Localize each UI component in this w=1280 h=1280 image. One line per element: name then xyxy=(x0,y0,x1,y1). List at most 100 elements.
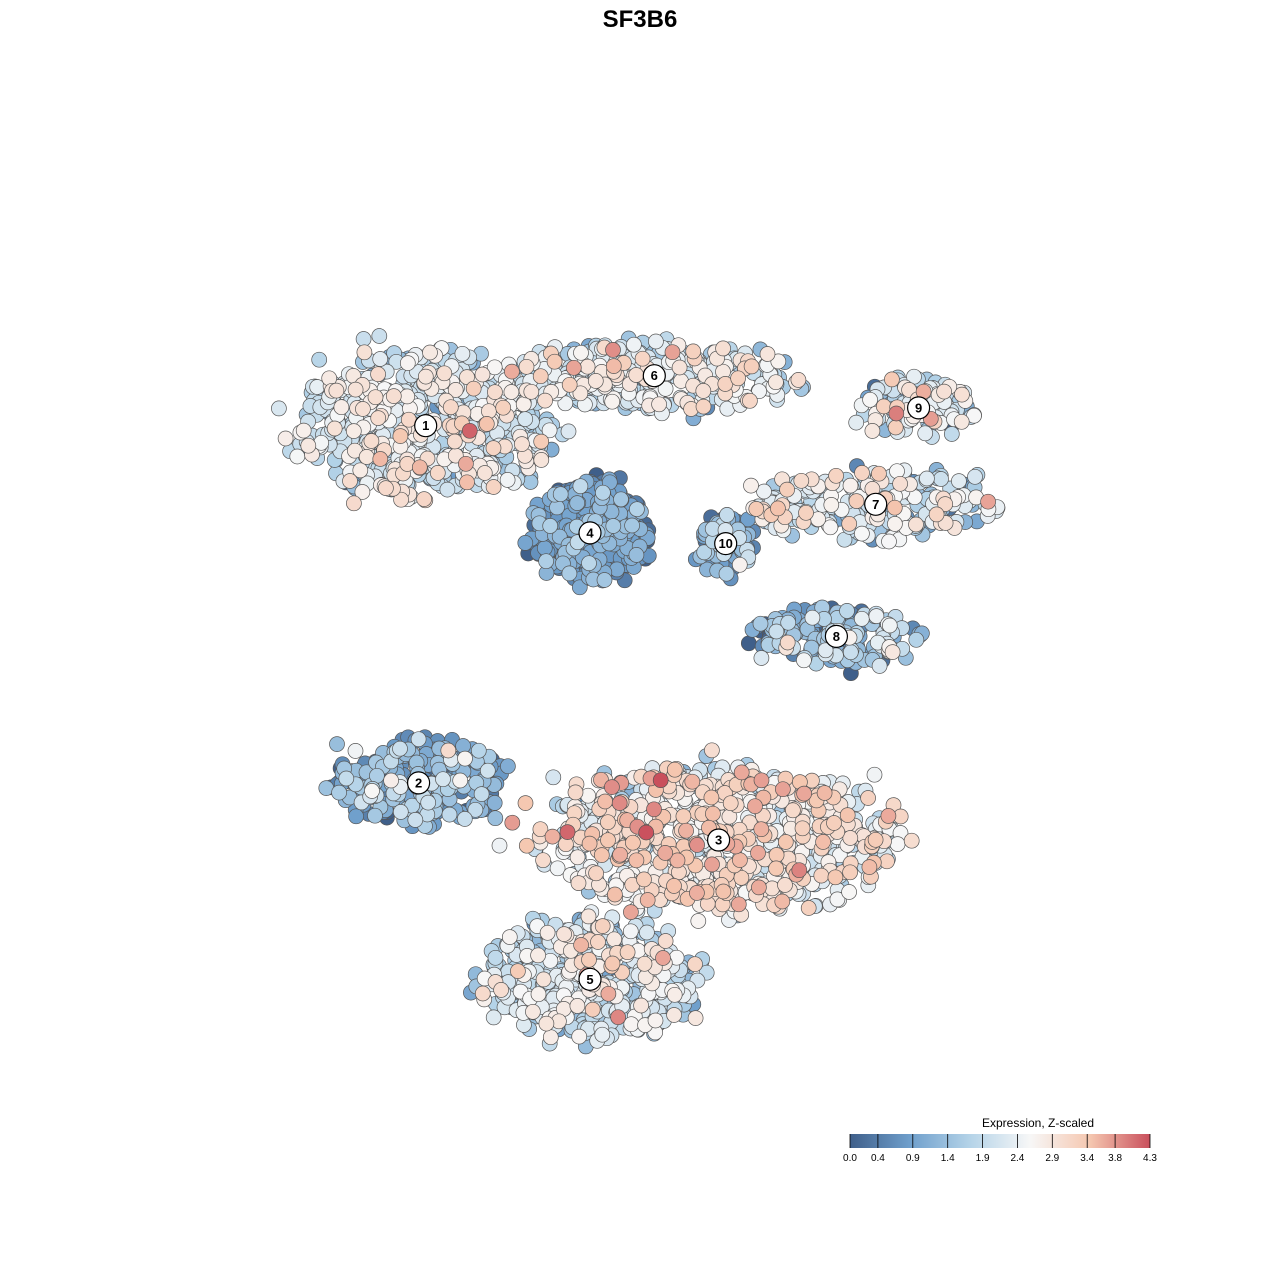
scatter-point xyxy=(804,609,821,626)
scatter-point xyxy=(452,772,469,789)
scatter-point xyxy=(392,740,408,757)
scatter-point xyxy=(908,516,924,533)
scatter-point xyxy=(764,880,780,897)
scatter-point xyxy=(715,883,732,900)
scatter-point xyxy=(369,767,385,784)
scatter-point xyxy=(853,610,870,627)
scatter-point xyxy=(612,846,628,863)
scatter-point xyxy=(523,383,540,400)
cluster-label-circle xyxy=(714,531,738,556)
legend-color-bar xyxy=(850,1134,1150,1148)
scatter-point xyxy=(345,423,362,439)
scatter-point xyxy=(546,353,563,370)
scatter-point xyxy=(571,579,588,596)
scatter-point xyxy=(827,869,844,886)
scatter-point xyxy=(510,963,526,979)
scatter-point xyxy=(514,436,530,452)
scatter-point xyxy=(535,852,551,869)
scatter-point xyxy=(485,440,502,456)
scatter-point xyxy=(666,986,683,1003)
scatter-point xyxy=(770,353,787,370)
scatter-point xyxy=(467,801,484,818)
scatter-point xyxy=(447,382,464,398)
scatter-point xyxy=(951,473,967,489)
scatter-point xyxy=(370,410,387,426)
scatter-point xyxy=(605,342,621,358)
scatter-point xyxy=(862,391,878,408)
scatter-point xyxy=(816,785,833,801)
scatter-point xyxy=(696,544,713,561)
scatter-point xyxy=(867,831,884,848)
scatter-point xyxy=(560,423,577,440)
scatter-point xyxy=(887,516,903,532)
legend-tick-label: 4.3 xyxy=(1143,1153,1157,1164)
scatter-point xyxy=(456,811,473,827)
cluster-label-text: 9 xyxy=(915,400,922,415)
scatter-point xyxy=(861,859,878,875)
scatter-point xyxy=(446,433,463,450)
scatter-point xyxy=(813,867,830,884)
scatter-point xyxy=(774,893,791,910)
scatter-point xyxy=(954,386,970,403)
scatter-point xyxy=(848,414,865,431)
scatter-point xyxy=(435,771,451,788)
scatter-point xyxy=(889,836,906,852)
scatter-point xyxy=(980,493,996,510)
scatter-point xyxy=(355,401,371,417)
scatter-point xyxy=(753,650,770,666)
scatter-point xyxy=(581,555,597,572)
scatter-point xyxy=(777,834,794,850)
scatter-point xyxy=(666,878,682,894)
scatter-point xyxy=(535,971,552,988)
scatter-point xyxy=(536,540,553,556)
scatter-point xyxy=(500,758,516,775)
scatter-point xyxy=(331,784,347,801)
scatter-point xyxy=(371,328,388,344)
scatter-point xyxy=(623,1016,640,1033)
scatter-point xyxy=(756,483,772,500)
scatter-point xyxy=(595,484,611,501)
cluster-label-7: 7 xyxy=(864,492,888,516)
scatter-point xyxy=(579,358,596,375)
scatter-point xyxy=(346,495,362,512)
scatter-point xyxy=(636,955,653,972)
scatter-point xyxy=(705,805,721,822)
scatter-point xyxy=(383,772,399,789)
scatter-point xyxy=(748,501,765,517)
scatter-point xyxy=(581,835,598,852)
scatter-point xyxy=(416,491,432,507)
scatter-point xyxy=(372,451,389,467)
scatter-point xyxy=(517,795,534,811)
scatter-point xyxy=(842,644,859,661)
scatter-point xyxy=(730,370,746,387)
scatter-point xyxy=(868,608,885,624)
scatter-point xyxy=(491,837,508,854)
scatter-point xyxy=(333,399,350,416)
scatter-point xyxy=(504,814,521,831)
scatter-point xyxy=(647,1012,664,1029)
scatter-point xyxy=(967,468,983,485)
scatter-point xyxy=(937,496,954,512)
scatter-point xyxy=(538,1015,555,1032)
scatter-point xyxy=(864,423,881,439)
scatter-point xyxy=(542,1029,559,1046)
cluster-label-circle xyxy=(864,492,888,516)
legend-tick-label: 0.9 xyxy=(906,1153,920,1164)
scatter-point xyxy=(295,422,312,439)
scatter-point xyxy=(704,856,720,873)
scatter-point xyxy=(474,366,491,383)
scatter-point xyxy=(751,383,767,400)
scatter-point xyxy=(561,376,578,393)
scatter-point xyxy=(775,781,791,798)
cluster-label-6: 6 xyxy=(642,364,666,388)
scatter-point xyxy=(768,623,785,640)
scatter-point xyxy=(908,631,925,648)
cluster-label-4: 4 xyxy=(578,521,602,545)
scatter-point xyxy=(636,871,652,888)
scatter-point xyxy=(499,472,516,488)
scatter-point xyxy=(410,731,427,748)
scatter-point xyxy=(594,1026,611,1043)
cluster-label-circle xyxy=(414,414,438,438)
scatter-point xyxy=(590,934,606,950)
scatter-point xyxy=(399,355,416,371)
